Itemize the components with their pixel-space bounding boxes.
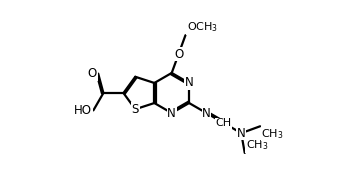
Text: N: N bbox=[237, 127, 246, 140]
Text: CH$_3$: CH$_3$ bbox=[246, 139, 268, 153]
Text: N: N bbox=[167, 107, 176, 120]
Text: CH: CH bbox=[216, 118, 232, 128]
Text: S: S bbox=[132, 103, 139, 116]
Text: N: N bbox=[185, 76, 194, 89]
Text: O: O bbox=[174, 48, 183, 61]
Text: HO: HO bbox=[74, 104, 92, 117]
Text: N: N bbox=[202, 107, 211, 120]
Text: O: O bbox=[88, 67, 97, 80]
Text: OCH$_3$: OCH$_3$ bbox=[187, 20, 218, 34]
Text: CH$_3$: CH$_3$ bbox=[261, 127, 284, 140]
